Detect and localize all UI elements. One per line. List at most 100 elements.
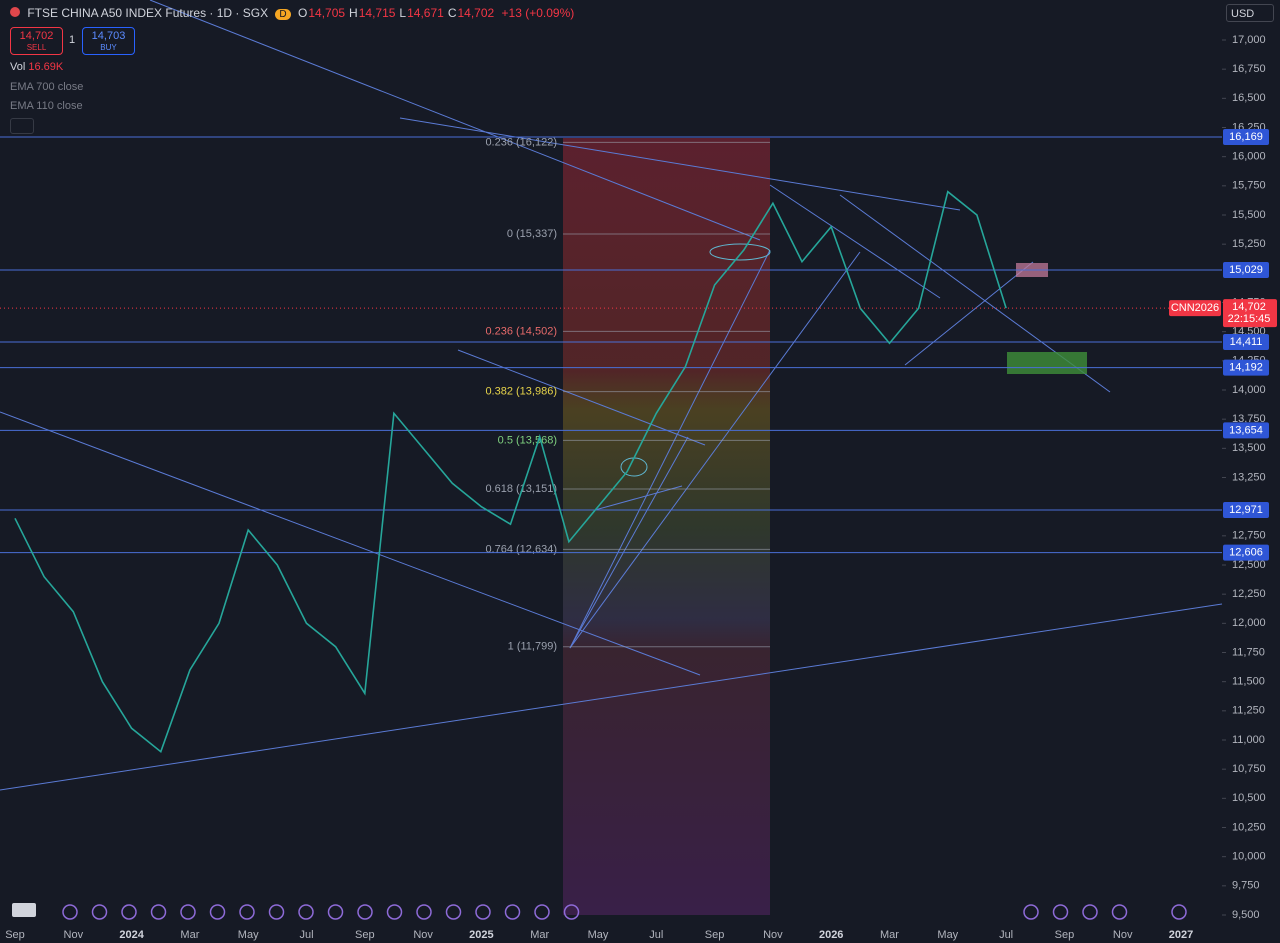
currency-select[interactable]: USD <box>1226 4 1274 22</box>
y-tick-label: 9,500 <box>1232 909 1260 921</box>
vol-label: Vol <box>10 61 26 73</box>
fib-label: 1 (11,799) <box>508 641 557 653</box>
event-icon <box>150 904 167 920</box>
event-icon <box>62 904 78 920</box>
event-icon <box>416 904 432 920</box>
x-tick-label: Nov <box>1113 929 1133 941</box>
y-tick-label: 11,000 <box>1232 734 1265 746</box>
y-tick-label: 14,000 <box>1232 384 1266 396</box>
event-icon <box>1171 904 1187 920</box>
sell-button[interactable]: 14,702 SELL <box>10 27 63 55</box>
y-tick-label: 10,250 <box>1232 821 1266 833</box>
y-tick-label: 13,250 <box>1232 471 1266 483</box>
ohlc-value: 14,715 <box>358 6 396 20</box>
y-tick-label: 10,750 <box>1232 763 1266 775</box>
y-tick-label: 17,000 <box>1232 34 1266 46</box>
countdown: 22:15:45 <box>1228 313 1271 325</box>
event-icon <box>1082 904 1098 920</box>
last-price-tag <box>1223 299 1277 328</box>
sell-price: 14,702 <box>19 30 54 42</box>
event-icon <box>209 904 226 920</box>
x-tick-label: May <box>238 929 259 941</box>
event-icon <box>298 904 314 920</box>
x-tick-label: Mar <box>530 929 549 941</box>
x-tick-label: Mar <box>880 929 899 941</box>
y-tick-label: 12,250 <box>1232 588 1266 600</box>
ohlc-value: 14,702 <box>457 6 495 20</box>
fib-label: 0.764 (12,634) <box>485 543 557 555</box>
y-tick-label: 11,500 <box>1232 676 1265 688</box>
event-icon <box>445 904 462 920</box>
symbol-label: CNN2026 <box>1171 302 1219 314</box>
x-tick-label: Jul <box>299 929 313 941</box>
y-tick-label: 12,500 <box>1232 559 1266 571</box>
y-tick-label: 10,500 <box>1232 792 1266 804</box>
vol-value: 16.69K <box>28 61 64 73</box>
event-icon <box>1111 904 1128 920</box>
volume: Vol 16.69K <box>10 61 63 73</box>
y-tick-label: 16,000 <box>1232 151 1266 163</box>
x-tick-label: Sep <box>1055 929 1075 941</box>
y-tick-label: 11,750 <box>1232 646 1265 658</box>
y-tick-label: 9,750 <box>1232 880 1260 892</box>
fib-label: 0 (15,337) <box>507 228 557 240</box>
x-tick-label: May <box>937 929 958 941</box>
x-tick-label: Sep <box>705 929 725 941</box>
level-label: 12,606 <box>1229 547 1263 559</box>
event-icon <box>239 904 255 920</box>
buy-price: 14,703 <box>91 30 126 42</box>
level-label: 12,971 <box>1229 504 1263 516</box>
event-icon <box>327 904 344 920</box>
x-tick-label: Nov <box>413 929 433 941</box>
event-icon <box>268 904 285 920</box>
level-label: 14,192 <box>1229 362 1263 374</box>
event-icon <box>1023 904 1039 920</box>
symbol-tag <box>1169 300 1221 317</box>
event-icon <box>180 904 196 920</box>
event-icon <box>534 904 550 920</box>
event-icon <box>1052 904 1069 920</box>
y-tick-label: 12,000 <box>1232 617 1266 629</box>
quantity: 1 <box>69 34 76 46</box>
y-tick-label: 13,500 <box>1232 442 1266 454</box>
fib-label: 0.382 (13,986) <box>485 386 557 398</box>
y-tick-label: 15,500 <box>1232 209 1266 221</box>
ohlc: O14,705 H14,715 L14,671 C14,702 <box>298 6 498 20</box>
trend-lines <box>0 0 1223 791</box>
ohlc-key: L <box>399 6 407 20</box>
event-icon <box>357 904 373 920</box>
buy-label: BUY <box>100 43 117 52</box>
level-tag <box>1223 334 1269 351</box>
event-icon <box>563 904 580 920</box>
sell-label: SELL <box>26 43 47 52</box>
y-tick-label: 15,750 <box>1232 180 1266 192</box>
y-tick-label: 11,250 <box>1232 705 1265 717</box>
level-tag <box>1223 359 1269 376</box>
collapse-button[interactable] <box>10 118 34 134</box>
x-tick-label: Jul <box>649 929 663 941</box>
x-tick-label: Sep <box>355 929 375 941</box>
level-tag <box>1223 544 1269 561</box>
fib-label: 0.236 (14,502) <box>485 325 557 337</box>
header: FTSE CHINA A50 INDEX Futures · 1D · SGX … <box>10 6 574 20</box>
price-line <box>14 190 1007 754</box>
annotation-ellipse <box>709 243 771 261</box>
indicator: EMA 110 close <box>10 100 83 112</box>
level-label: 13,654 <box>1229 424 1263 436</box>
event-icon <box>504 904 521 920</box>
fib-zone <box>563 138 770 915</box>
logo <box>12 903 36 917</box>
level-label: 14,411 <box>1230 336 1263 348</box>
fib-label: 0.5 (13,568) <box>498 434 557 446</box>
ohlc-value: 14,705 <box>308 6 346 20</box>
symbol-icon <box>10 7 20 17</box>
event-icon <box>91 904 108 920</box>
level-label: 15,029 <box>1229 264 1263 276</box>
y-tick-label: 13,750 <box>1232 413 1266 425</box>
level-tag <box>1223 261 1269 278</box>
level-tag <box>1223 422 1269 439</box>
buy-button[interactable]: 14,703 BUY <box>82 27 135 55</box>
level-tag <box>1223 128 1269 145</box>
